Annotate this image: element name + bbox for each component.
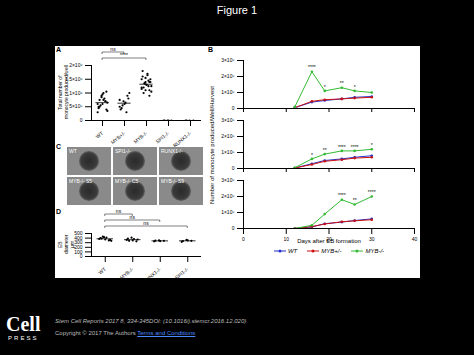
svg-text:2×10⁵: 2×10⁵ xyxy=(221,133,234,139)
svg-text:RUNX1-/-: RUNX1-/- xyxy=(172,130,193,149)
svg-text:10: 10 xyxy=(283,236,289,242)
svg-text:MYB+/-: MYB+/- xyxy=(109,130,126,146)
svg-text:500: 500 xyxy=(74,230,83,236)
html-text:MYB-/-: MYB-/- xyxy=(365,248,385,254)
svg-text:****: **** xyxy=(351,144,359,150)
html-text:Total number of monocyte produ: Total number of monocyte produced/well xyxy=(57,65,69,120)
html-text:PRESS: PRESS xyxy=(8,335,39,341)
svg-text:MYB-/-: MYB-/- xyxy=(119,266,135,281)
svg-text:300: 300 xyxy=(74,239,83,246)
svg-text:**: ** xyxy=(323,147,327,153)
svg-text:**: ** xyxy=(353,197,357,203)
svg-text:WT: WT xyxy=(94,130,104,140)
svg-text:*: * xyxy=(311,152,313,158)
svg-text:*: * xyxy=(371,142,373,148)
svg-text:0: 0 xyxy=(242,236,245,242)
svg-text:****: **** xyxy=(338,192,346,198)
html-text:MYB-/- C5: MYB-/- C5 xyxy=(115,178,139,184)
svg-text:400: 400 xyxy=(74,234,83,241)
html-text:WT: WT xyxy=(287,248,298,254)
svg-text:ns: ns xyxy=(143,220,149,226)
html-text:Cell: Cell xyxy=(6,313,41,335)
svg-text:ns: ns xyxy=(110,46,116,52)
html-text:Stem Cell Reports 2017 8, 334-: Stem Cell Reports 2017 8, 334-345DOI: (1… xyxy=(55,318,247,324)
svg-text:3×10⁵: 3×10⁵ xyxy=(221,177,234,183)
svg-text:0: 0 xyxy=(232,165,235,171)
html-text:Number of monocyte produced/We: Number of monocyte produced/Well/Harvest xyxy=(209,86,215,204)
svg-text:30: 30 xyxy=(369,236,375,242)
svg-text:****: **** xyxy=(120,52,128,58)
html-text:Figure 1: Figure 1 xyxy=(216,4,258,16)
svg-text:MYB-/-: MYB-/- xyxy=(132,130,148,145)
svg-text:2×10⁵: 2×10⁵ xyxy=(221,193,234,199)
html-text:EB diameter µm: EB diameter µm xyxy=(57,234,75,255)
svg-text:ns: ns xyxy=(130,214,136,220)
svg-text:40: 40 xyxy=(412,236,418,242)
svg-text:2×10⁵: 2×10⁵ xyxy=(221,73,234,79)
svg-text:WT: WT xyxy=(97,266,107,276)
html-text:Days after EB formation: Days after EB formation xyxy=(297,238,361,244)
svg-text:100: 100 xyxy=(74,248,83,255)
html-text:C: C xyxy=(56,143,62,150)
html-text:MYB-/- S9: MYB-/- S9 xyxy=(161,178,185,184)
svg-text:0: 0 xyxy=(79,253,83,260)
svg-text:****: **** xyxy=(338,144,346,150)
svg-text:1×10⁵: 1×10⁵ xyxy=(221,149,234,155)
svg-text:5×10⁵: 5×10⁵ xyxy=(69,103,82,109)
svg-text:1.5×10⁶: 1.5×10⁶ xyxy=(65,75,83,82)
svg-text:RUNX1-/-: RUNX1-/- xyxy=(141,266,162,285)
svg-text:1×10⁵: 1×10⁵ xyxy=(221,89,234,95)
svg-text:SPI1-/-: SPI1-/- xyxy=(174,266,190,281)
svg-text:0: 0 xyxy=(232,225,235,231)
svg-text:200: 200 xyxy=(74,243,83,250)
svg-text:****: **** xyxy=(368,189,376,195)
svg-text:1×10⁶: 1×10⁶ xyxy=(69,90,82,96)
html-text:MYB-/- S5: MYB-/- S5 xyxy=(69,178,93,184)
html-text:SPI1-/-: SPI1-/- xyxy=(115,148,131,154)
svg-text:0: 0 xyxy=(232,105,235,111)
svg-text:*: * xyxy=(354,84,356,90)
svg-text:ns: ns xyxy=(116,208,122,214)
svg-text:3×10⁵: 3×10⁵ xyxy=(221,57,234,63)
html-text:RUNX1-/-: RUNX1-/- xyxy=(161,148,183,154)
svg-text:****: **** xyxy=(308,64,316,70)
html-text:D: D xyxy=(56,208,62,215)
svg-text:SPI1-/-: SPI1-/- xyxy=(154,130,170,145)
html-text:A: A xyxy=(56,46,62,53)
svg-text:1×10⁵: 1×10⁵ xyxy=(221,209,234,215)
html-text:Copyright © 2017 The Authors T: Copyright © 2017 The Authors Terms and C… xyxy=(55,330,196,336)
svg-text:*: * xyxy=(324,84,326,90)
svg-text:0: 0 xyxy=(80,117,83,123)
html-text:B: B xyxy=(208,46,214,53)
html-text:MYB+/-: MYB+/- xyxy=(321,248,342,254)
svg-text:**: ** xyxy=(340,80,344,86)
html-text:WT: WT xyxy=(69,148,77,154)
svg-text:2×10⁶: 2×10⁶ xyxy=(69,62,82,68)
svg-text:3×10⁵: 3×10⁵ xyxy=(221,117,234,123)
